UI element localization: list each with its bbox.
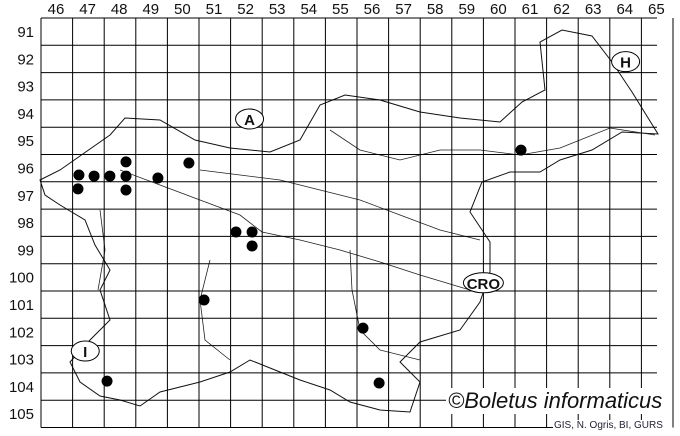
country-label: CRO	[467, 276, 501, 293]
column-label: 59	[458, 1, 475, 18]
occurrence-dot	[183, 157, 195, 169]
country-border	[39, 29, 659, 413]
country-label: H	[620, 55, 631, 72]
river	[97, 209, 106, 291]
occurrence-dot	[88, 170, 100, 182]
occurrence-dot	[152, 172, 164, 184]
row-label: 103	[9, 352, 34, 369]
occurrence-dot	[120, 170, 132, 182]
occurrence-dot	[515, 144, 527, 156]
country-label: A	[244, 112, 255, 129]
row-label: 99	[17, 242, 34, 259]
column-label: 51	[206, 1, 223, 18]
occurrence-dot	[120, 184, 132, 196]
country-label-ellipse	[611, 51, 641, 73]
column-label: 52	[237, 1, 254, 18]
river	[349, 249, 421, 361]
column-label: 49	[142, 1, 159, 18]
river	[199, 169, 481, 241]
row-label: 97	[17, 188, 34, 205]
occurrence-dot	[120, 156, 132, 168]
column-label: 50	[174, 1, 191, 18]
column-label: 62	[553, 1, 570, 18]
occurrence-dot	[246, 226, 258, 238]
column-label: 56	[364, 1, 381, 18]
occurrence-dot	[230, 226, 242, 238]
occurrence-dot	[198, 294, 210, 306]
occurrence-dot	[357, 322, 369, 334]
row-label: 102	[9, 324, 34, 341]
data-source-note: GIS, N. Ogris, BI, GURS	[553, 420, 664, 431]
country-label-ellipse	[235, 108, 265, 130]
occurrence-dot	[104, 170, 116, 182]
column-label: 57	[395, 1, 412, 18]
occurrence-dot	[373, 377, 385, 389]
column-label: 60	[490, 1, 507, 18]
river	[329, 127, 656, 161]
row-label: 96	[17, 161, 34, 178]
row-label: 105	[9, 406, 34, 423]
occurrence-dot	[72, 183, 84, 195]
column-label: 47	[79, 1, 96, 18]
row-label: 92	[17, 51, 34, 68]
row-label: 95	[17, 133, 34, 150]
copyright-credit: ©Boletus informaticus	[446, 388, 665, 414]
occurrence-dot	[73, 169, 85, 181]
river	[119, 169, 471, 291]
row-label: 94	[17, 106, 34, 123]
column-label: 55	[332, 1, 349, 18]
country-label-ellipse	[462, 272, 504, 294]
row-label: 104	[9, 379, 34, 396]
column-label: 63	[585, 1, 602, 18]
country-label: I	[83, 344, 87, 361]
column-label: 46	[48, 1, 65, 18]
column-label: 65	[648, 1, 665, 18]
row-label: 101	[9, 297, 34, 314]
row-label: 98	[17, 215, 34, 232]
occurrence-dot	[246, 240, 258, 252]
column-label: 64	[616, 1, 633, 18]
row-label: 93	[17, 79, 34, 96]
column-label: 61	[522, 1, 539, 18]
column-label: 48	[111, 1, 128, 18]
row-label: 100	[9, 270, 34, 287]
occurrence-dot	[101, 375, 113, 387]
column-label: 54	[300, 1, 317, 18]
river	[199, 259, 231, 361]
column-label: 53	[269, 1, 286, 18]
country-label-ellipse	[70, 340, 100, 362]
row-label: 91	[17, 24, 34, 41]
column-label: 58	[427, 1, 444, 18]
